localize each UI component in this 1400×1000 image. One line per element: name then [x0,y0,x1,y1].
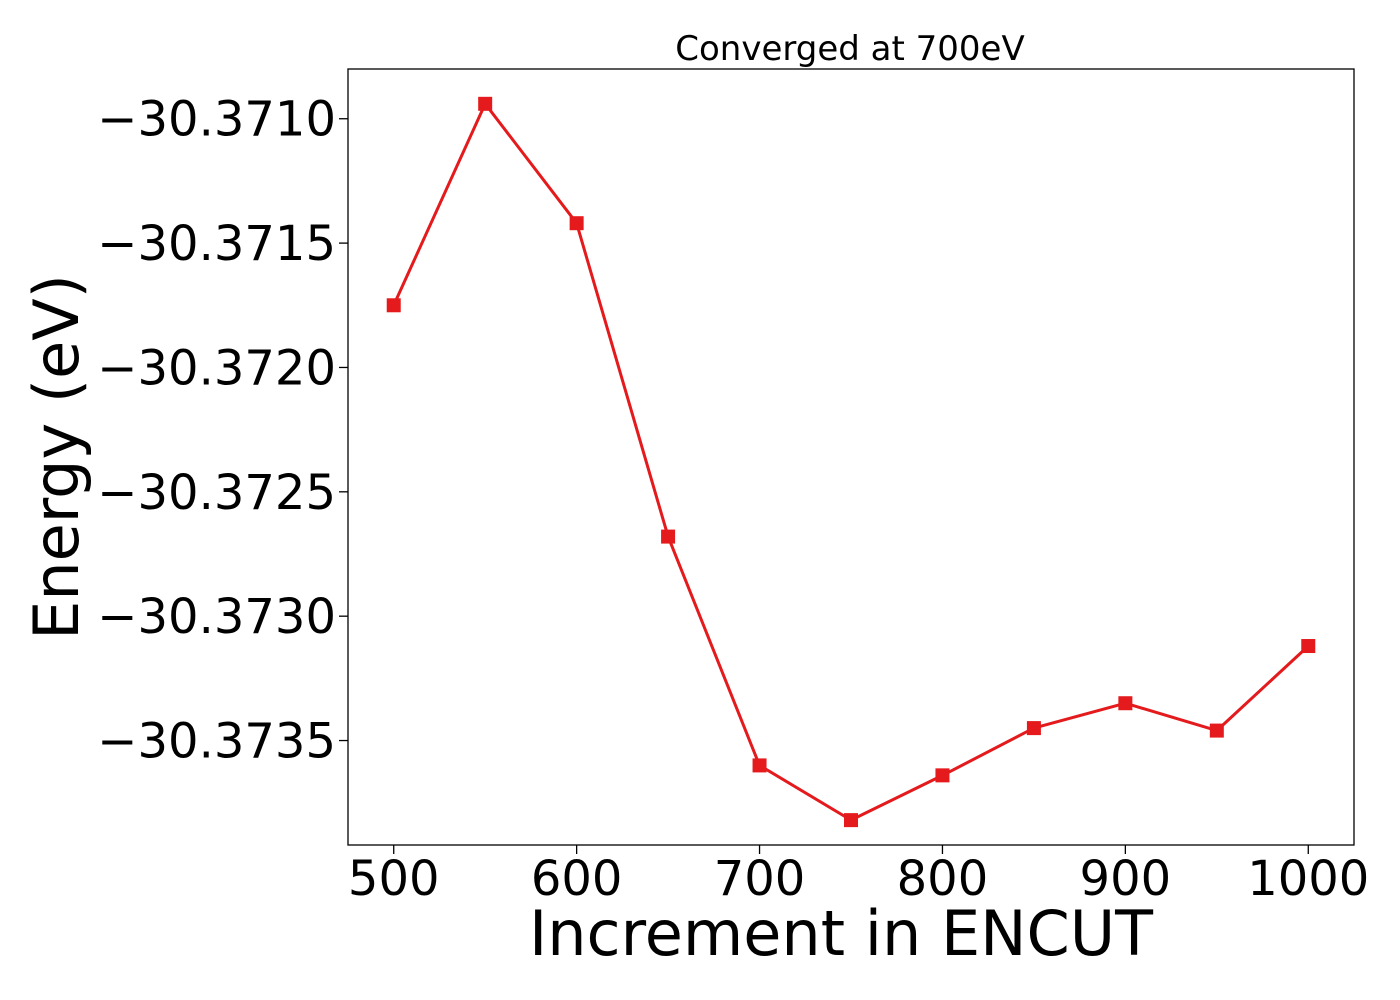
y-tick-label: −30.3735 [97,714,336,770]
data-point-marker [1118,696,1133,711]
data-point-marker [752,758,767,773]
data-point-marker [569,216,584,231]
data-point-marker [1209,723,1224,738]
y-axis-label: Energy (eV) [20,274,93,640]
x-tick-label: 600 [531,851,623,907]
data-point-marker [1301,639,1316,654]
x-tick-label: 900 [1080,851,1172,907]
x-tick-label: 1000 [1247,851,1369,907]
data-point-marker [386,298,401,313]
data-point-marker [1026,721,1041,736]
x-axis-label: Increment in ENCUT [529,897,1154,970]
data-point-marker [844,813,858,828]
data-point-marker [661,529,676,544]
plot-area [347,68,1355,846]
x-axis: 500 600 700 800 900 1000 [348,845,1369,907]
series-line [392,102,1310,822]
data-point-marker [935,768,950,783]
y-axis: −30.3710 −30.3715 −30.3720 −30.3725 −30.3730… [97,92,348,770]
x-tick-label: 500 [348,851,440,907]
x-tick-label: 800 [897,851,989,907]
y-tick-label: −30.3725 [97,465,336,521]
chart-title: Converged at 700eV [675,29,1024,69]
x-tick-label: 700 [714,851,806,907]
y-tick-label: −30.3715 [97,216,336,272]
y-tick-label: −30.3720 [97,340,336,396]
series-layer [386,96,1316,828]
data-point-marker [478,96,493,111]
y-tick-label: −30.3710 [97,92,336,148]
y-tick-label: −30.3730 [97,589,336,645]
